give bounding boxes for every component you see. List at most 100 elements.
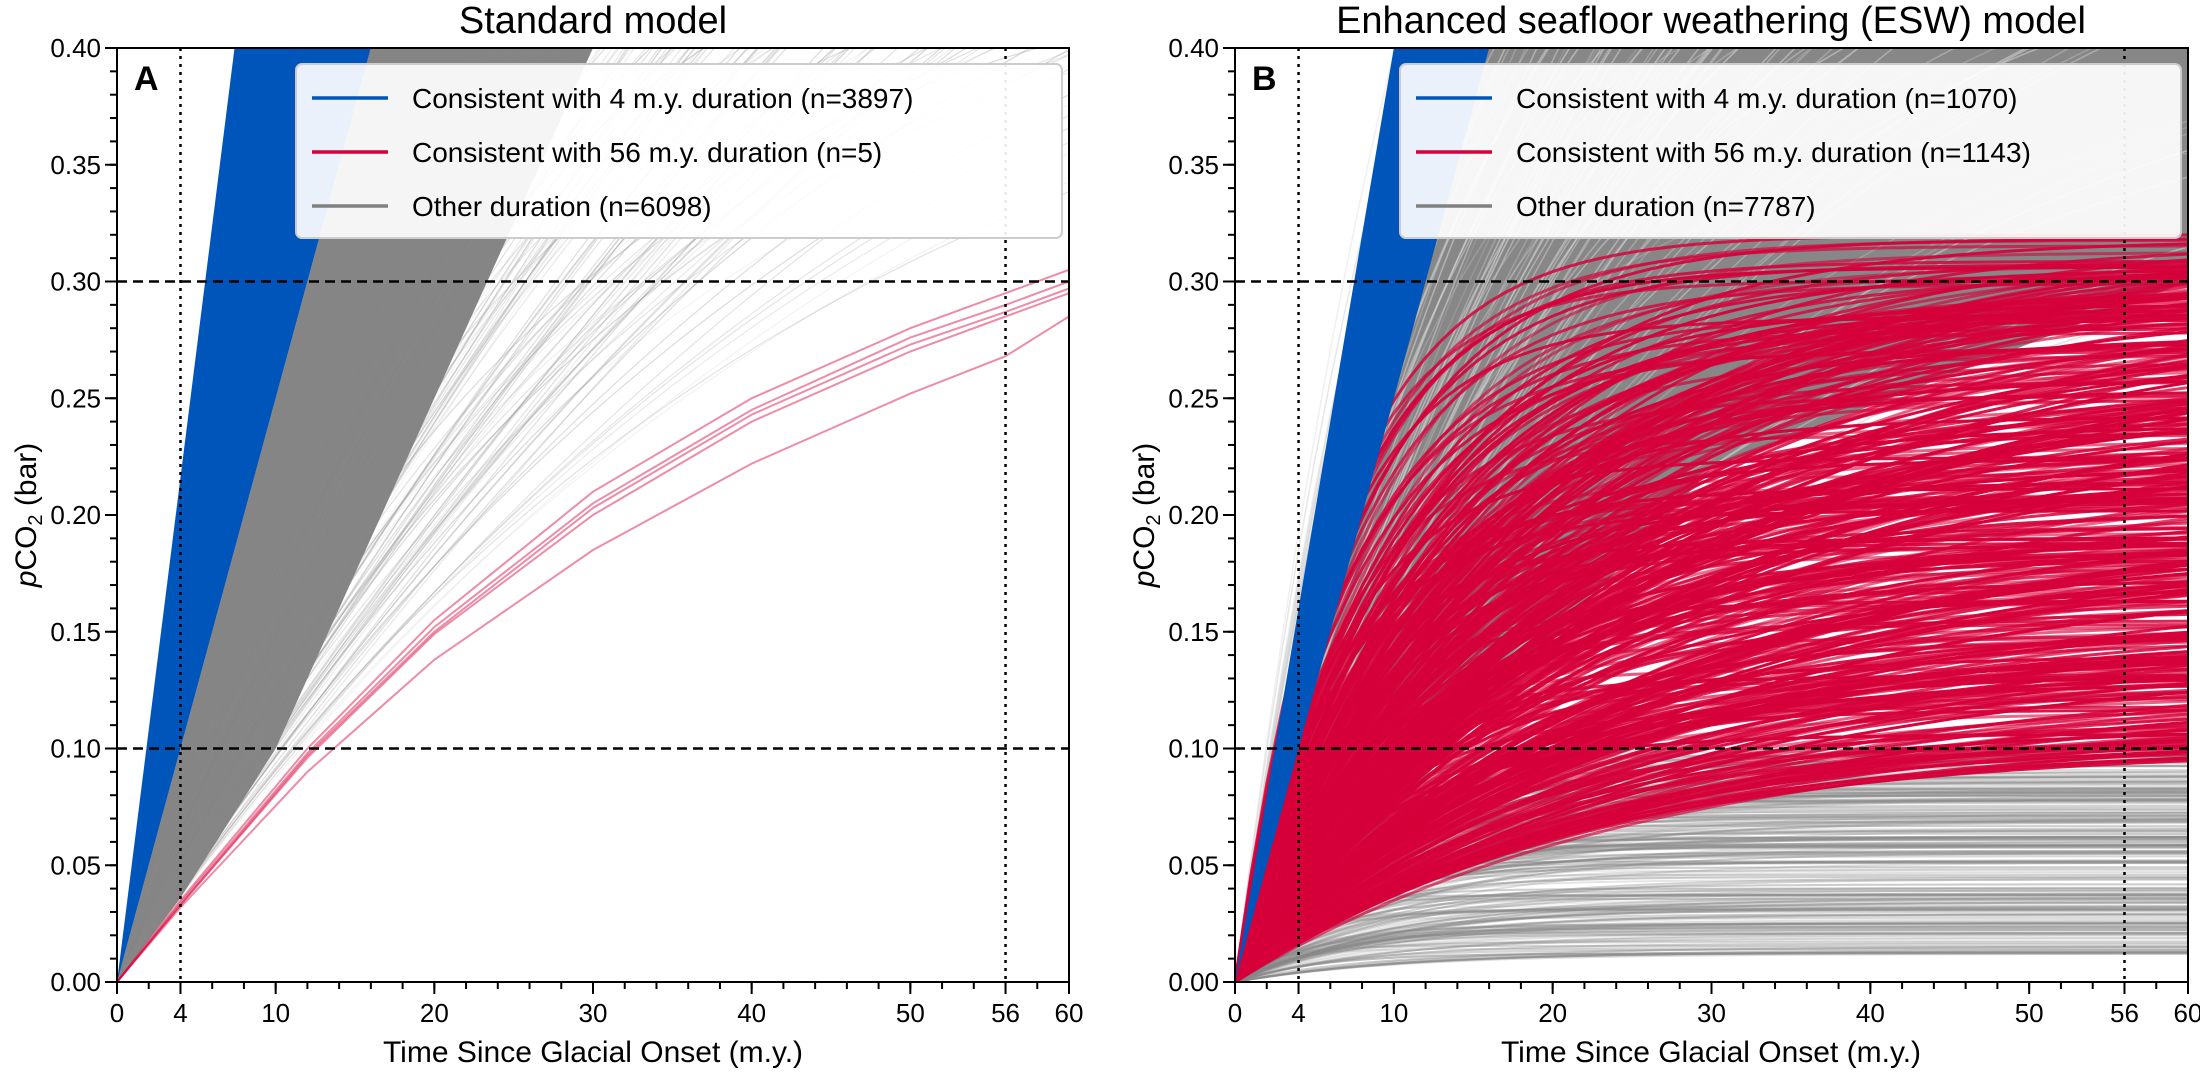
other-duration-curve: [117, 48, 870, 982]
other-duration-curve: [1235, 907, 2188, 982]
other-duration-curve: [1235, 48, 1643, 982]
other-duration-curve: [117, 48, 551, 982]
fifty-six-my-curve: [1235, 314, 2188, 982]
other-duration-curve: [1235, 894, 2188, 982]
other-duration-curve: [1235, 921, 2188, 982]
x-tick-label: 30: [579, 998, 608, 1028]
other-duration-curve: [1235, 901, 2188, 982]
x-tick-label: 40: [1856, 998, 1885, 1028]
other-duration-curve: [117, 48, 493, 982]
other-duration-curve: [117, 48, 877, 982]
other-duration-curve: [1235, 910, 2188, 982]
other-duration-curve: [117, 48, 899, 982]
other-duration-curve: [117, 48, 837, 982]
other-duration-curve: [1235, 876, 2188, 982]
other-duration-curve: [1235, 878, 2188, 982]
other-duration-curve: [117, 48, 536, 982]
y-label-sub: 2: [1143, 514, 1165, 525]
other-duration-curve: [117, 48, 564, 982]
other-duration-curve: [1235, 922, 2188, 982]
y-tick-label: 0.00: [1168, 967, 1219, 997]
fifty-six-my-curve: [1235, 590, 2188, 982]
other-duration-curve: [1235, 886, 2188, 982]
other-duration-curve: [1235, 932, 2188, 982]
other-duration-curve: [1235, 946, 2188, 982]
y-tick-label: 0.20: [1168, 500, 1219, 530]
other-duration-curve: [1235, 48, 1682, 982]
other-duration-curve: [117, 48, 539, 982]
other-duration-curve: [1235, 898, 2188, 982]
fifty-six-my-curve: [117, 315, 1069, 982]
other-duration-curve: [1235, 932, 2188, 982]
other-duration-curve: [117, 48, 575, 982]
other-duration-curve: [1235, 908, 2188, 982]
y-tick-label: 0.15: [50, 617, 101, 647]
other-duration-curve: [1235, 932, 2188, 982]
series-56my-duration: [117, 268, 1069, 982]
other-duration-curve: [117, 48, 578, 982]
other-duration-curve: [117, 48, 547, 982]
fifty-six-my-curve: [1235, 720, 2188, 982]
fifty-six-my-curve: [1235, 484, 2188, 982]
fifty-six-my-curve: [1235, 297, 2188, 982]
fifty-six-my-curve: [117, 268, 1069, 982]
fifty-six-my-curve: [1235, 552, 2188, 982]
other-duration-curve: [1235, 945, 2188, 982]
series-4my-duration: [117, 48, 371, 982]
other-duration-curve: [117, 48, 543, 982]
fifty-six-my-curve: [1235, 371, 2188, 982]
x-tick-label: 10: [261, 998, 290, 1028]
reference-lines: [1235, 48, 2188, 982]
y-label-prefix: p: [10, 571, 43, 589]
other-duration-curve: [1235, 861, 2188, 982]
other-duration-curve: [117, 48, 776, 982]
fifty-six-my-curve: [1235, 690, 2188, 982]
x-tick-label: 20: [420, 998, 449, 1028]
other-duration-curve: [1235, 933, 2188, 982]
y-tick-label: 0.35: [1168, 150, 1219, 180]
other-duration-curve: [117, 48, 848, 982]
other-duration-curve: [117, 48, 586, 982]
fifty-six-my-curve: [1235, 561, 2188, 982]
other-duration-curve: [1235, 942, 2188, 982]
fifty-six-my-curve: [1235, 285, 2188, 982]
legend: Consistent with 4 m.y. duration (n=1070)…: [1399, 63, 2182, 239]
y-tick-label: 0.35: [50, 150, 101, 180]
y-tick-label: 0.05: [1168, 850, 1219, 880]
legend-entry: Consistent with 56 m.y. duration (n=5): [412, 137, 882, 168]
other-duration-curve: [1235, 907, 2188, 982]
other-duration-curve: [117, 48, 563, 982]
panel-b: Enhanced seafloor weathering (ESW) model…: [1128, 0, 2200, 1069]
other-duration-curve: [1235, 909, 2188, 982]
legend: Consistent with 4 m.y. duration (n=3897)…: [295, 63, 1063, 239]
legend-entry: Consistent with 4 m.y. duration (n=1070): [1516, 83, 2017, 114]
other-duration-curve: [117, 48, 748, 982]
other-duration-curve: [1235, 925, 2188, 982]
other-duration-curve: [1235, 951, 2188, 982]
y-tick-label: 0.25: [50, 383, 101, 413]
other-duration-curve: [117, 48, 577, 982]
other-duration-curve: [1235, 889, 2188, 982]
x-tick-label: 10: [1379, 998, 1408, 1028]
other-duration-curve: [117, 48, 495, 982]
other-duration-curve: [1235, 909, 2188, 982]
other-duration-curve: [1235, 948, 2188, 982]
legend-entry: Consistent with 56 m.y. duration (n=1143…: [1516, 137, 2031, 168]
other-duration-curve: [1235, 937, 2188, 982]
other-duration-curve: [117, 48, 759, 982]
y-axis-label: pCO2 (bar): [10, 443, 47, 589]
other-duration-curve: [117, 48, 491, 982]
axis-ticks: 0 4 10 20 30 40 50 56 60 0.00 0.05 0.10 0.15 0.20 0.25…: [50, 33, 1083, 1028]
fifty-six-my-curve: [1235, 244, 2188, 982]
x-tick-label: 20: [1538, 998, 1567, 1028]
fifty-six-my-curve: [117, 292, 1069, 982]
fifty-six-my-curve: [1235, 624, 2188, 982]
other-duration-curve: [117, 48, 530, 982]
other-duration-curve: [1235, 905, 2188, 982]
other-duration-curve: [1235, 914, 2188, 982]
other-duration-curve: [1235, 892, 2188, 982]
x-tick-label: 60: [1055, 998, 1084, 1028]
fifty-six-my-curve: [1235, 750, 2188, 982]
other-duration-curve: [117, 48, 930, 982]
y-label-main: CO: [10, 526, 43, 571]
